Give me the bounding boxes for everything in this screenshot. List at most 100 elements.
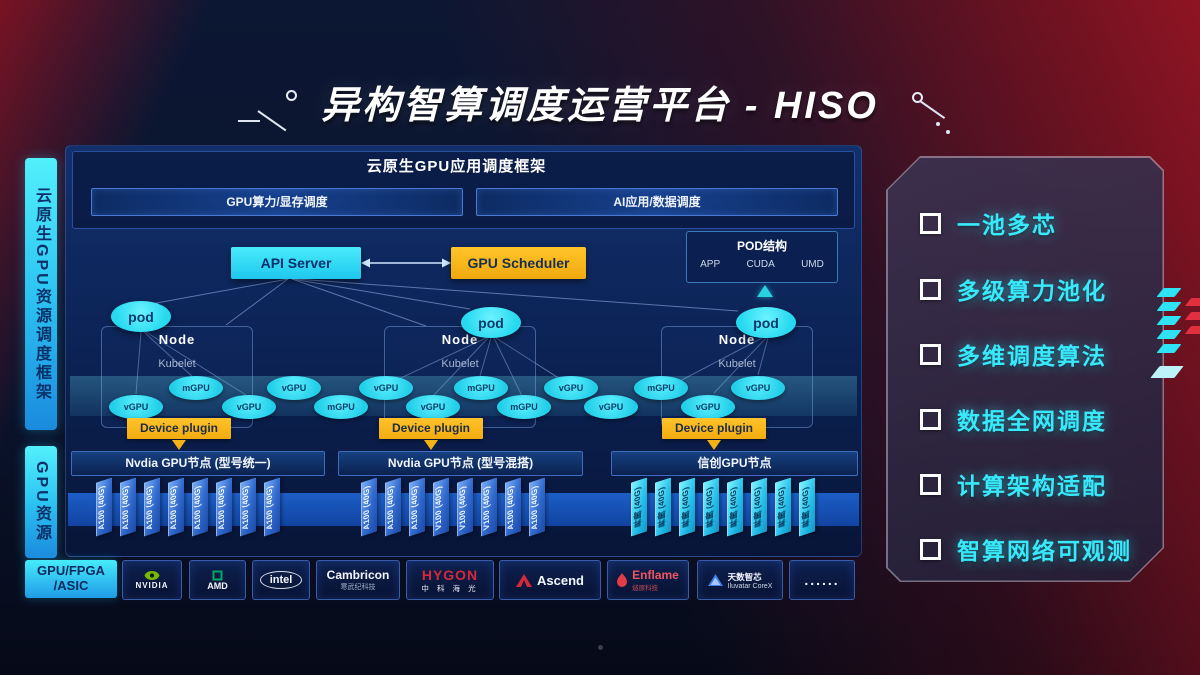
vendor-name: HYGON [421,566,479,583]
gpu-card: V100 (40G) [457,477,473,537]
diagram-panel: 云原生GPU应用调度框架 GPU算力/显存调度 AI应用/数据调度 [65,145,862,557]
pod-structure-title: POD结构 [736,239,787,253]
iluvatar-text: 天数智芯 Iluvatar CoreX [728,571,773,590]
pod-item-umd: UMD [801,259,824,270]
kubelet-label: Kubelet [441,358,479,370]
ascend-logo-icon [516,573,533,587]
node-bar-xinchuang: 信创GPU节点 [611,451,858,476]
gpu-unit: vGPU [406,395,460,419]
footer-dot-icon [598,645,603,650]
circuit-minidot2-icon [946,130,950,134]
gpu-unit: mGPU [634,376,688,400]
node-bar-nvidia-uniform: Nvdia GPU节点 (型号统一) [71,451,325,476]
feature-text: 一池多芯 [957,212,1057,238]
feature-text: 数据全网调度 [957,408,1107,434]
pod-item-cuda: CUDA [746,259,775,270]
gpu-card: A100 (40G) [529,477,545,537]
iluvatar-logo-icon [707,574,723,586]
kubelet-label: Kubelet [718,358,756,370]
feature-item-3: 多维调度算法 [920,339,1107,369]
gpu-card: 昇腾 (40G) [655,477,671,537]
features-panel: 一池多芯 多级算力池化 多维调度算法 数据全网调度 计算架构适配 智算网络可观测 [886,156,1164,582]
node-label: Node [158,332,196,347]
gpu-card: A100 (40G) [240,477,256,537]
vendor-tile-nvidia: NVIDIA [122,560,182,600]
square-bullet-icon [920,474,941,495]
vendor-name: Enflame [632,568,679,582]
vendor-more-dots: ...... [804,572,840,588]
gpu-card: A100 (40G) [192,477,208,537]
framework-header-title: 云原生GPU应用调度框架 [366,158,547,175]
page-title: 异构智算调度运营平台 - HISO [321,85,879,127]
device-plugin-3: Device plugin [662,418,766,439]
gpu-unit: vGPU [359,376,413,400]
square-bullet-icon [920,539,941,560]
gpu-unit: mGPU [169,376,223,400]
gpu-unit: vGPU [544,376,598,400]
gpu-card: A100 (40G) [385,477,401,537]
amd-logo-icon [212,570,223,580]
sidebar-label-cloud-native-gpu-framework: 云原生GPU资源调度框架 [25,158,57,430]
gpu-unit: mGPU [497,395,551,419]
down-arrow-icon [424,440,438,450]
vendor-tile-iluvatar: 天数智芯 Iluvatar CoreX [697,560,783,600]
feature-item-4: 数据全网调度 [920,404,1107,434]
vendor-tile-cambricon: Cambricon 寒武纪科技 [316,560,400,600]
sidebar-label-gpu-resources: GPU资源 [25,446,57,558]
feature-text: 计算架构适配 [957,473,1107,499]
vendor-name: 天数智芯 [727,571,762,582]
red-slash-icon [1184,312,1200,320]
hardware-category-label: GPU/FPGA /ASIC [25,560,117,598]
circuit-minidot1-icon [936,122,940,126]
vendor-subname: 燧原科技 [632,585,659,592]
feature-item-1: 一池多芯 [920,208,1057,238]
gpu-card: 昇腾 (40G) [799,477,815,537]
node-label: Node [441,332,479,347]
vendor-subname: 寒武纪科技 [340,584,376,591]
gpu-card: A100 (40G) [264,477,280,537]
gpu-card: V100 (40G) [433,477,449,537]
kubelet-label: Kubelet [158,358,196,370]
gpu-unit: vGPU [109,395,163,419]
gpu-card: A100 (40G) [144,477,160,537]
feature-text: 智算网络可观测 [957,538,1132,564]
gpu-scheduler-box: GPU Scheduler [451,247,586,279]
vendor-tile-hygon: HYGON 中 科 海 光 [406,560,494,600]
gpu-unit: vGPU [584,395,638,419]
red-slash-icon [1184,298,1200,306]
gpu-card: 昇腾 (40G) [631,477,647,537]
feature-item-2: 多级算力池化 [920,274,1107,304]
pod-ellipse-3: pod [736,307,796,338]
device-plugin-2: Device plugin [379,418,483,439]
vendor-tile-intel: intel [252,560,310,600]
node-bar-nvidia-mixed: Nvdia GPU节点 (型号混搭) [338,451,583,476]
pod-ellipse-2: pod [461,307,521,338]
vendor-name: AMD [207,580,228,591]
down-arrow-icon [707,440,721,450]
gpu-unit: vGPU [267,376,321,400]
gpu-card: V100 (40G) [481,477,497,537]
hw-label-line1: GPU/FPGA [37,563,105,579]
gpu-card: A100 (40G) [120,477,136,537]
intel-logo-icon: intel [259,571,303,589]
gpu-unit: mGPU [454,376,508,400]
gpu-unit: mGPU [314,395,368,419]
enflame-logo-icon [617,573,628,587]
feature-text: 多级算力池化 [957,278,1107,304]
gpu-card: 昇腾 (40G) [703,477,719,537]
circuit-line-left2-icon [238,120,260,122]
hw-label-line2: /ASIC [53,578,89,593]
pod-ellipse-1: pod [111,301,171,332]
vendor-tile-enflame: Enflame 燧原科技 [607,560,689,600]
square-bullet-icon [920,409,941,430]
vendor-name: Ascend [537,572,584,588]
subbar-gpu-compute-scheduling: GPU算力/显存调度 [91,188,463,216]
vendor-subname: 中 科 海 光 [421,583,479,593]
down-arrow-icon [172,440,186,450]
gpu-unit: vGPU [681,395,735,419]
vendor-tile-amd: AMD [189,560,246,600]
node-label: Node [718,332,756,347]
gpu-card: A100 (40G) [409,477,425,537]
gpu-unit: vGPU [222,395,276,419]
subbar-ai-data-scheduling: AI应用/数据调度 [476,188,838,216]
